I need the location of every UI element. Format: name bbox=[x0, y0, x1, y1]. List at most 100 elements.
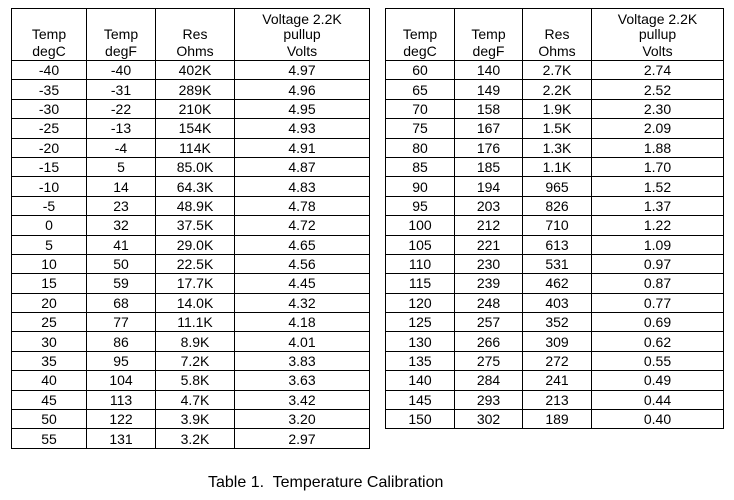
header-temp-f: Temp bbox=[86, 8, 156, 42]
cell-temp-c: 85 bbox=[385, 156, 455, 178]
table-row: 55 131 3.2K 2.97 bbox=[11, 428, 370, 449]
cell-volts: 2.52 bbox=[591, 79, 724, 100]
cell-res: 48.9K bbox=[155, 195, 235, 217]
cell-temp-c: 150 bbox=[385, 409, 455, 430]
cell-temp-c: 50 bbox=[11, 409, 87, 430]
cell-temp-f: -4 bbox=[86, 137, 156, 158]
unit-volts: Volts bbox=[591, 42, 724, 61]
unit-volts: Volts bbox=[234, 42, 370, 61]
cell-res: 2.2K bbox=[522, 79, 592, 100]
cell-volts: 1.09 bbox=[591, 234, 724, 255]
cell-temp-c: 145 bbox=[385, 389, 455, 411]
cell-res: 1.1K bbox=[522, 156, 592, 178]
unit-ohms: Ohms bbox=[155, 42, 235, 61]
unit-degf: degF bbox=[86, 42, 156, 61]
cell-temp-f: 68 bbox=[86, 292, 156, 314]
header-temp-c: Temp bbox=[385, 8, 455, 42]
table-row: 145 293 213 0.44 bbox=[385, 389, 724, 411]
cell-res: 5.8K bbox=[155, 370, 235, 391]
cell-temp-f: 212 bbox=[454, 215, 523, 236]
cell-temp-c: 15 bbox=[11, 273, 87, 294]
table-row: -5 23 48.9K 4.78 bbox=[11, 195, 370, 217]
table-row: 100 212 710 1.22 bbox=[385, 215, 724, 236]
cell-temp-f: -31 bbox=[86, 79, 156, 100]
cell-temp-f: 275 bbox=[454, 350, 523, 372]
cell-temp-c: 110 bbox=[385, 253, 455, 275]
cell-temp-f: 122 bbox=[86, 409, 156, 430]
cell-volts: 4.83 bbox=[234, 176, 370, 197]
table-row: 105 221 613 1.09 bbox=[385, 234, 724, 255]
cell-temp-f: 239 bbox=[454, 273, 523, 294]
cell-temp-f: 59 bbox=[86, 273, 156, 294]
cell-res: 85.0K bbox=[155, 156, 235, 178]
table-row: 125 257 352 0.69 bbox=[385, 312, 724, 333]
cell-res: 64.3K bbox=[155, 176, 235, 197]
cell-res: 1.9K bbox=[522, 98, 592, 120]
cell-temp-c: 140 bbox=[385, 370, 455, 391]
cell-temp-c: 100 bbox=[385, 215, 455, 236]
table-row: 150 302 189 0.40 bbox=[385, 409, 724, 430]
header-voltage-line2: pullup bbox=[638, 26, 677, 42]
table-row: 115 239 462 0.87 bbox=[385, 273, 724, 294]
cell-temp-f: 194 bbox=[454, 176, 523, 197]
cell-volts: 4.96 bbox=[234, 79, 370, 100]
table-row: 35 95 7.2K 3.83 bbox=[11, 350, 370, 372]
cell-temp-c: -15 bbox=[11, 156, 87, 178]
cell-res: 1.5K bbox=[522, 118, 592, 139]
table-row: 5 41 29.0K 4.65 bbox=[11, 234, 370, 255]
header-res: Res bbox=[522, 8, 592, 42]
table-row: 10 50 22.5K 4.56 bbox=[11, 253, 370, 275]
cell-volts: 4.65 bbox=[234, 234, 370, 255]
cell-res: 7.2K bbox=[155, 350, 235, 372]
table-row: 60 140 2.7K 2.74 bbox=[385, 59, 724, 81]
cell-temp-f: 86 bbox=[86, 331, 156, 352]
cell-temp-c: -30 bbox=[11, 98, 87, 120]
cell-temp-f: 266 bbox=[454, 331, 523, 352]
cell-temp-c: 20 bbox=[11, 292, 87, 314]
cell-temp-c: -20 bbox=[11, 137, 87, 158]
cell-volts: 1.37 bbox=[591, 195, 724, 217]
cell-temp-c: -40 bbox=[11, 59, 87, 81]
cell-temp-f: 185 bbox=[454, 156, 523, 178]
cell-res: 4.7K bbox=[155, 389, 235, 411]
table-row: 110 230 531 0.97 bbox=[385, 253, 724, 275]
table-row: -20 -4 114K 4.91 bbox=[11, 137, 370, 158]
cell-temp-c: 55 bbox=[11, 428, 87, 449]
cell-temp-f: 95 bbox=[86, 350, 156, 372]
cell-res: 213 bbox=[522, 389, 592, 411]
cell-temp-c: 45 bbox=[11, 389, 87, 411]
cell-temp-f: 5 bbox=[86, 156, 156, 178]
cell-temp-c: 80 bbox=[385, 137, 455, 158]
cell-res: 3.2K bbox=[155, 428, 235, 449]
cell-temp-c: 25 bbox=[11, 312, 87, 333]
table-row: 15 59 17.7K 4.45 bbox=[11, 273, 370, 294]
cell-res: 11.1K bbox=[155, 312, 235, 333]
header-voltage: Voltage 2.2K pullup bbox=[234, 8, 370, 42]
cell-temp-f: 293 bbox=[454, 389, 523, 411]
cell-temp-c: 135 bbox=[385, 350, 455, 372]
cell-temp-c: 0 bbox=[11, 215, 87, 236]
header-res: Res bbox=[155, 8, 235, 42]
header-voltage-line1: Voltage 2.2K bbox=[617, 11, 698, 27]
cell-res: 289K bbox=[155, 79, 235, 100]
cell-temp-c: -5 bbox=[11, 195, 87, 217]
cell-temp-c: 35 bbox=[11, 350, 87, 372]
cell-temp-f: 140 bbox=[454, 59, 523, 81]
cell-temp-f: 149 bbox=[454, 79, 523, 100]
header-temp-f: Temp bbox=[454, 8, 523, 42]
unit-degf: degF bbox=[454, 42, 523, 61]
cell-volts: 4.78 bbox=[234, 195, 370, 217]
cell-res: 29.0K bbox=[155, 234, 235, 255]
cell-volts: 3.42 bbox=[234, 389, 370, 411]
cell-temp-c: 10 bbox=[11, 253, 87, 275]
table-row: 80 176 1.3K 1.88 bbox=[385, 137, 724, 158]
header-temp-c: Temp bbox=[11, 8, 87, 42]
cell-res: 965 bbox=[522, 176, 592, 197]
unit-degc: degC bbox=[385, 42, 455, 61]
cell-volts: 4.91 bbox=[234, 137, 370, 158]
cell-volts: 2.97 bbox=[234, 428, 370, 449]
cell-res: 402K bbox=[155, 59, 235, 81]
cell-volts: 0.69 bbox=[591, 312, 724, 333]
cell-volts: 0.62 bbox=[591, 331, 724, 352]
table-row: 30 86 8.9K 4.01 bbox=[11, 331, 370, 352]
